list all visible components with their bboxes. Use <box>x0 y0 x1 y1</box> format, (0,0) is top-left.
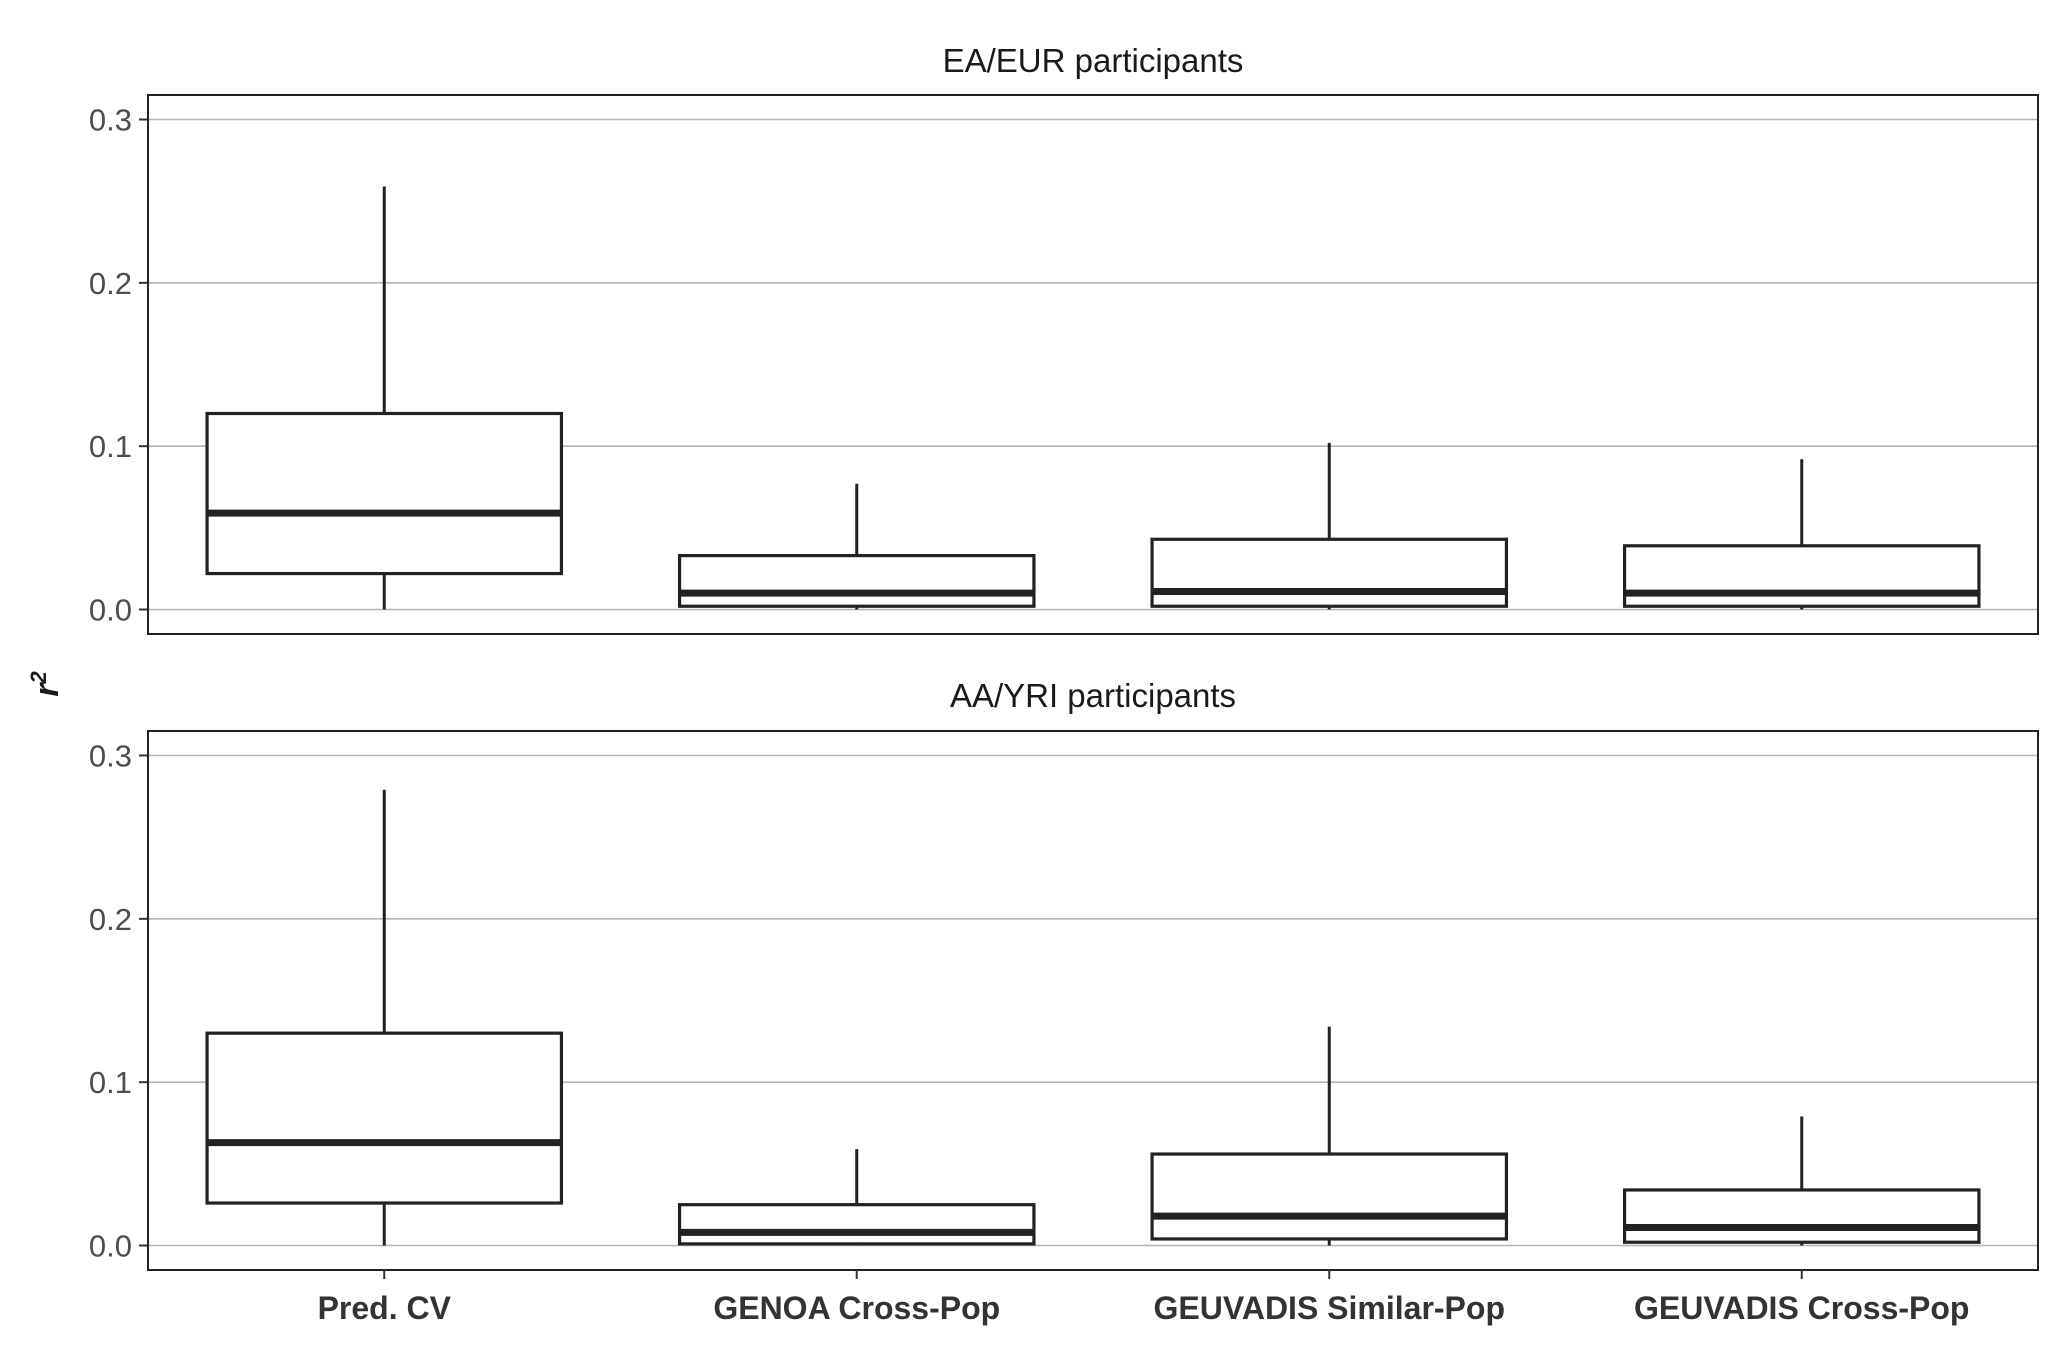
y-tick-label: 0.3 <box>89 739 132 774</box>
box-iqr <box>677 1203 1036 1246</box>
x-tick-label: GEUVADIS Cross-Pop <box>1634 1290 1969 1326</box>
box-iqr <box>1150 1152 1509 1241</box>
box-4 <box>1622 459 1981 610</box>
y-tick-label: 0.1 <box>89 429 132 464</box>
y-tick-label: 0.1 <box>89 1065 132 1100</box>
box-2 <box>677 1149 1036 1246</box>
panel-1: EA/EUR participants 0.0 0.1 0.2 0.3 <box>89 42 2039 635</box>
box-iqr <box>1622 544 1981 608</box>
box-2 <box>677 483 1036 610</box>
box-iqr <box>677 553 1036 608</box>
box-1 <box>205 186 564 610</box>
panel-2: AA/YRI participants 0.0 0.1 0.2 0.3 Pred. CV G… <box>89 677 2039 1326</box>
x-tick-label: GEUVADIS Similar-Pop <box>1154 1290 1505 1326</box>
box-iqr <box>1622 1188 1981 1244</box>
panel-title: EA/EUR participants <box>943 42 1244 79</box>
y-tick-label: 0.3 <box>89 103 132 138</box>
x-tick-label: GENOA Cross-Pop <box>713 1290 1000 1326</box>
box-1 <box>205 789 564 1246</box>
y-tick-label: 0.0 <box>89 593 132 628</box>
x-tick-label: Pred. CV <box>318 1290 452 1326</box>
box-iqr <box>205 1031 564 1205</box>
y-tick-label: 0.2 <box>89 902 132 937</box>
y-axis-title-superscript: 2 <box>26 671 51 685</box>
panel-border <box>147 730 2039 1271</box>
box-3 <box>1150 1026 1509 1246</box>
box-3 <box>1150 442 1509 610</box>
y-axis-title-base: r <box>28 682 66 697</box>
panel-border <box>147 94 2039 635</box>
box-4 <box>1622 1116 1981 1246</box>
panel-title: AA/YRI participants <box>950 677 1236 714</box>
y-tick-label: 0.2 <box>89 266 132 301</box>
box-iqr <box>205 411 564 576</box>
box-iqr <box>1150 537 1509 608</box>
y-axis-title: r2 <box>26 671 67 697</box>
y-tick-label: 0.0 <box>89 1229 132 1264</box>
